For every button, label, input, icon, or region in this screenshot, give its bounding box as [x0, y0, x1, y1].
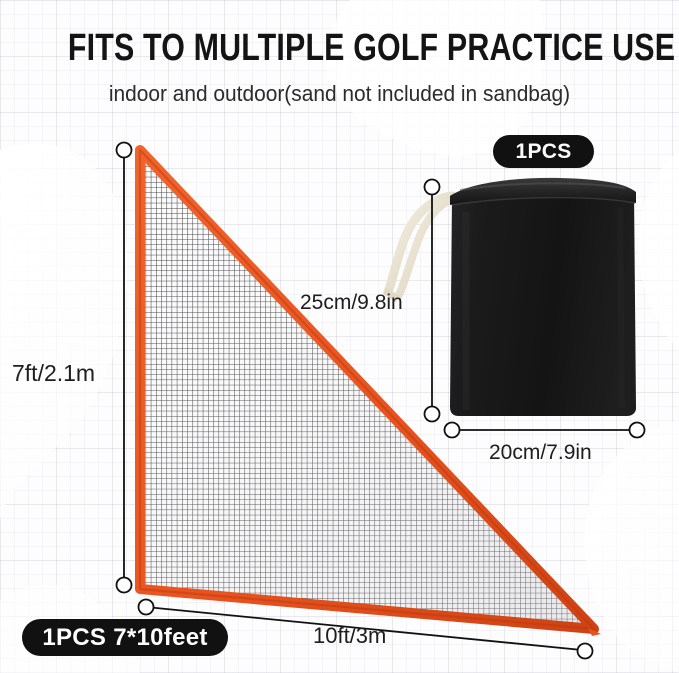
- net-height-dimension-line: [115, 141, 133, 594]
- bag-width-label: 20cm/7.9in: [489, 441, 592, 464]
- circle-endpoint-icon: [115, 141, 133, 159]
- circle-endpoint-icon: [628, 421, 646, 439]
- drawstring-cord-icon: [383, 191, 457, 302]
- bag-height-label: 25cm/9.8in: [300, 291, 403, 314]
- net-width-label: 10ft/3m: [313, 623, 387, 648]
- bag-height-dimension-line: [423, 178, 441, 423]
- net-quantity-size-badge: 1PCS 7*10feet: [22, 619, 228, 656]
- circle-endpoint-icon: [423, 178, 441, 196]
- bag-width-dimension-line: [443, 421, 646, 439]
- bag-quantity-badge: 1PCS: [493, 135, 594, 168]
- page-title: FITS TO MULTIPLE GOLF PRACTICE USE: [67, 27, 676, 69]
- circle-endpoint-icon: [576, 642, 594, 660]
- page-subtitle: indoor and outdoor(sand not included in …: [108, 81, 571, 106]
- drawstring-bag-icon: [383, 177, 636, 416]
- net-height-label: 7ft/2.1m: [12, 360, 96, 386]
- circle-endpoint-icon: [115, 576, 133, 594]
- circle-endpoint-icon: [443, 421, 461, 439]
- net-width-dimension-line: [137, 598, 594, 660]
- circle-endpoint-icon: [423, 405, 441, 423]
- circle-endpoint-icon: [137, 598, 155, 616]
